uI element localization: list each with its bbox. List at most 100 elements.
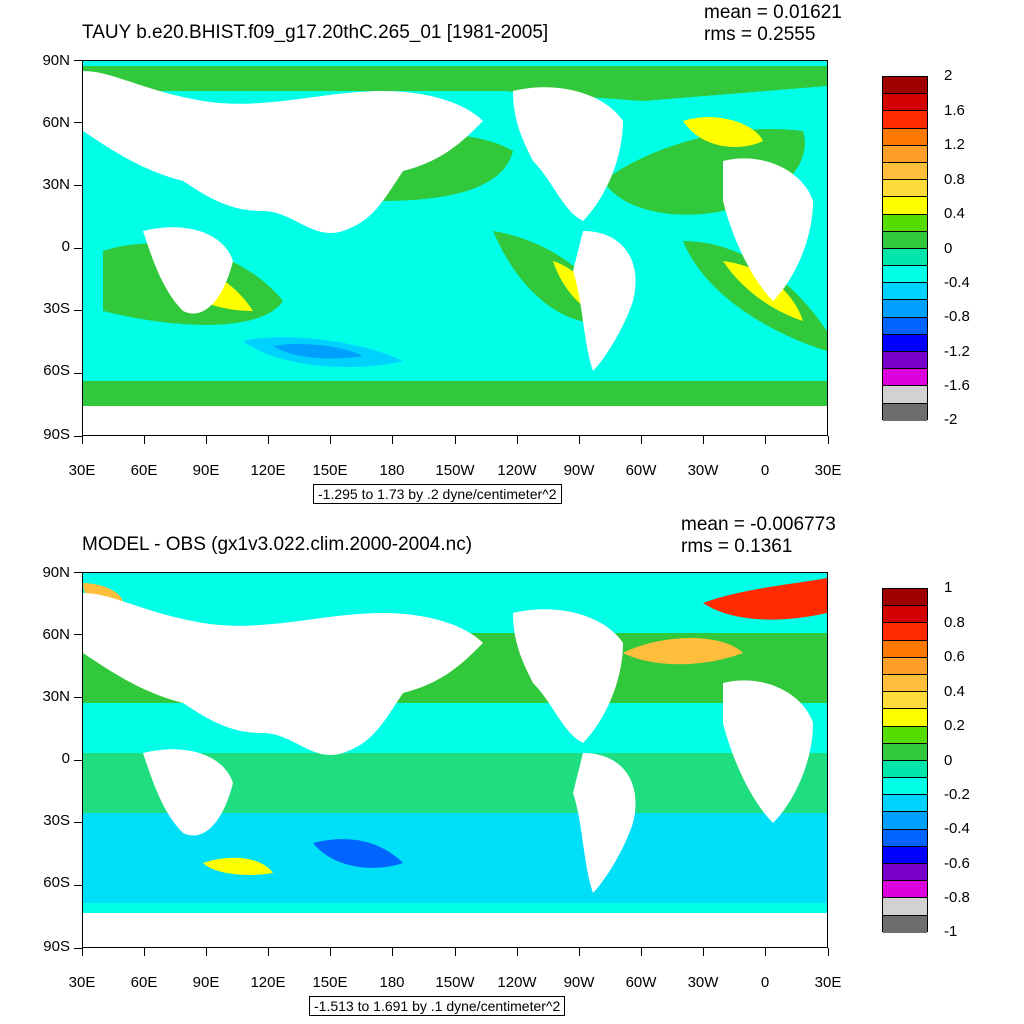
colorbar-label: 1.6 (944, 102, 965, 119)
eurasia-land (83, 593, 483, 756)
lon-tick-label: 180 (379, 462, 405, 479)
north-atlantic-max (683, 117, 763, 147)
colorbar-cell (883, 317, 927, 335)
lat-tick-mark (74, 372, 82, 374)
lon-tick-label: 60E (130, 462, 158, 479)
bottom-panel: MODEL - OBS (gx1v3.022.clim.2000-2004.nc… (0, 512, 1024, 1024)
lat-tick-label: 0 (61, 750, 70, 767)
lon-tick-mark (578, 948, 580, 956)
lon-tick-label: 60W (625, 974, 657, 991)
colorbar-cell (883, 300, 927, 318)
lon-tick-label: 0 (760, 462, 770, 479)
panel-title: TAUY b.e20.BHIST.f09_g17.20thC.265_01 [1… (82, 22, 549, 43)
australia-land (143, 227, 233, 314)
colorbar-cell (883, 674, 927, 693)
lat-tick-mark (74, 435, 82, 437)
panel-title: MODEL - OBS (gx1v3.022.clim.2000-2004.nc… (82, 534, 473, 555)
colorbar-bottom (882, 588, 928, 933)
colorbar-cell (883, 743, 927, 761)
colorbar-label: 0.6 (944, 648, 965, 665)
colorbar-label: 0 (944, 240, 953, 257)
colorbar-cell (883, 640, 927, 658)
lon-tick-mark (516, 436, 518, 444)
lon-tick-label: 30E (68, 462, 96, 479)
south-atlantic-band (683, 241, 827, 351)
map-field-bottom (83, 573, 827, 947)
colorbar-label: -2 (944, 411, 958, 428)
lat-tick-label: 30N (42, 176, 70, 193)
colorbar-cell (883, 606, 927, 624)
colorbar-cell (883, 266, 927, 284)
colorbar-cell (883, 898, 927, 916)
antarctica-land (83, 406, 827, 435)
lat-tick-label: 60S (43, 362, 70, 379)
lat-tick-label: 90S (43, 938, 70, 955)
lon-tick-label: 90W (563, 462, 595, 479)
colorbar-cell (883, 197, 927, 215)
lat-tick-mark (74, 310, 82, 312)
colorbar-label: -1.2 (944, 343, 970, 360)
contour-info-box: -1.513 to 1.691 by .1 dyne/centimeter^2 (309, 996, 566, 1016)
lon-tick-label: 120E (250, 974, 286, 991)
colorbar-cell (883, 180, 927, 198)
lon-tick-mark (703, 436, 705, 444)
colorbar-cell (883, 795, 927, 813)
south-atlantic-max (723, 261, 803, 321)
colorbar-cell (883, 162, 927, 181)
colorbar-cell (883, 214, 927, 232)
lon-tick-mark (330, 436, 332, 444)
lon-tick-label: 60W (625, 462, 657, 479)
lat-tick-label: 60N (42, 626, 70, 643)
lon-tick-mark (641, 948, 642, 956)
colorbar-label: 0.8 (944, 171, 965, 188)
lat-tick-label: 60S (43, 874, 70, 891)
colorbar-cell (883, 145, 927, 163)
lon-tick-label: 90W (563, 974, 595, 991)
lon-tick-mark (268, 948, 269, 956)
lon-tick-mark (81, 436, 83, 444)
lon-tick-mark (703, 948, 705, 956)
lat-tick-label: 30S (43, 300, 70, 317)
southern-ocean-core (273, 344, 363, 359)
southern-ocean-negative (83, 813, 827, 903)
north-america-land (513, 87, 623, 221)
lon-tick-label: 180 (379, 974, 405, 991)
antarctica-land (83, 913, 827, 947)
lat-tick-mark (74, 822, 82, 824)
colorbar-top (882, 76, 928, 421)
arctic-band (83, 66, 827, 101)
lat-tick-mark (74, 634, 82, 636)
colorbar-label: -0.4 (944, 274, 970, 291)
colorbar-cell (883, 726, 927, 744)
colorbar-label: 2 (944, 67, 953, 84)
lat-tick-label: 60N (42, 114, 70, 131)
lat-tick-mark (74, 759, 82, 761)
subpolar-anomaly (703, 578, 827, 620)
mean-value: mean = -0.006773 (681, 514, 836, 535)
map-plot-top (82, 60, 828, 436)
colorbar-label: -0.8 (944, 889, 970, 906)
lon-tick-label: 150W (435, 462, 475, 479)
lat-tick-label: 30S (43, 812, 70, 829)
lon-tick-mark (205, 948, 207, 956)
colorbar-cell (883, 692, 927, 710)
colorbar-label: -0.8 (944, 308, 970, 325)
lon-tick-label: 30E (814, 974, 842, 991)
colorbar-label: -1 (944, 923, 958, 940)
lon-tick-mark (268, 436, 269, 444)
colorbar-cell (883, 77, 927, 95)
lon-tick-mark (454, 948, 456, 956)
lon-tick-label: 150E (312, 462, 348, 479)
lat-tick-label: 90N (42, 52, 70, 69)
lon-tick-mark (765, 436, 767, 444)
colorbar-cell (883, 386, 927, 404)
lon-tick-label: 150W (435, 974, 475, 991)
lat-tick-label: 90S (43, 426, 70, 443)
southern-subtropical-band (83, 753, 827, 813)
lon-tick-label: 90E (192, 462, 220, 479)
lat-tick-mark (74, 184, 82, 186)
lat-tick-label: 0 (61, 238, 70, 255)
lon-tick-label: 30E (814, 462, 842, 479)
colorbar-cell (883, 334, 927, 352)
colorbar-cell (883, 369, 927, 387)
